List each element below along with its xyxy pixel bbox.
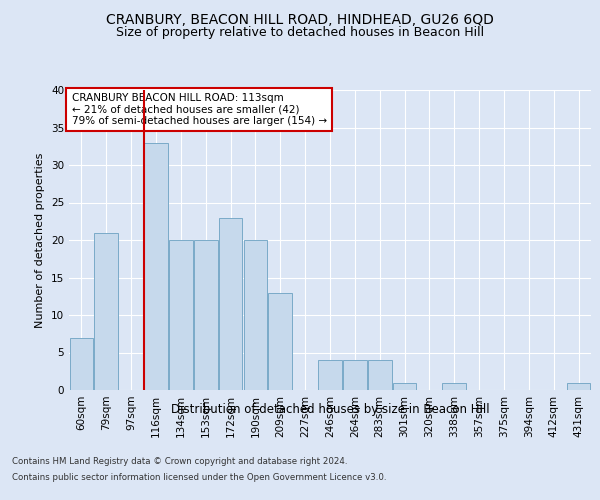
Bar: [368, 360, 392, 390]
Bar: [169, 240, 193, 390]
Bar: [144, 142, 168, 390]
Text: CRANBURY BEACON HILL ROAD: 113sqm
← 21% of detached houses are smaller (42)
79% : CRANBURY BEACON HILL ROAD: 113sqm ← 21% …: [71, 93, 327, 126]
Bar: [268, 292, 292, 390]
Bar: [70, 338, 93, 390]
Bar: [219, 218, 242, 390]
Y-axis label: Number of detached properties: Number of detached properties: [35, 152, 46, 328]
Text: Size of property relative to detached houses in Beacon Hill: Size of property relative to detached ho…: [116, 26, 484, 39]
Text: Contains public sector information licensed under the Open Government Licence v3: Contains public sector information licen…: [12, 472, 386, 482]
Bar: [94, 232, 118, 390]
Bar: [567, 382, 590, 390]
Bar: [318, 360, 342, 390]
Bar: [343, 360, 367, 390]
Bar: [442, 382, 466, 390]
Bar: [244, 240, 267, 390]
Text: CRANBURY, BEACON HILL ROAD, HINDHEAD, GU26 6QD: CRANBURY, BEACON HILL ROAD, HINDHEAD, GU…: [106, 12, 494, 26]
Bar: [194, 240, 218, 390]
Text: Distribution of detached houses by size in Beacon Hill: Distribution of detached houses by size …: [170, 402, 490, 415]
Text: Contains HM Land Registry data © Crown copyright and database right 2024.: Contains HM Land Registry data © Crown c…: [12, 458, 347, 466]
Bar: [393, 382, 416, 390]
